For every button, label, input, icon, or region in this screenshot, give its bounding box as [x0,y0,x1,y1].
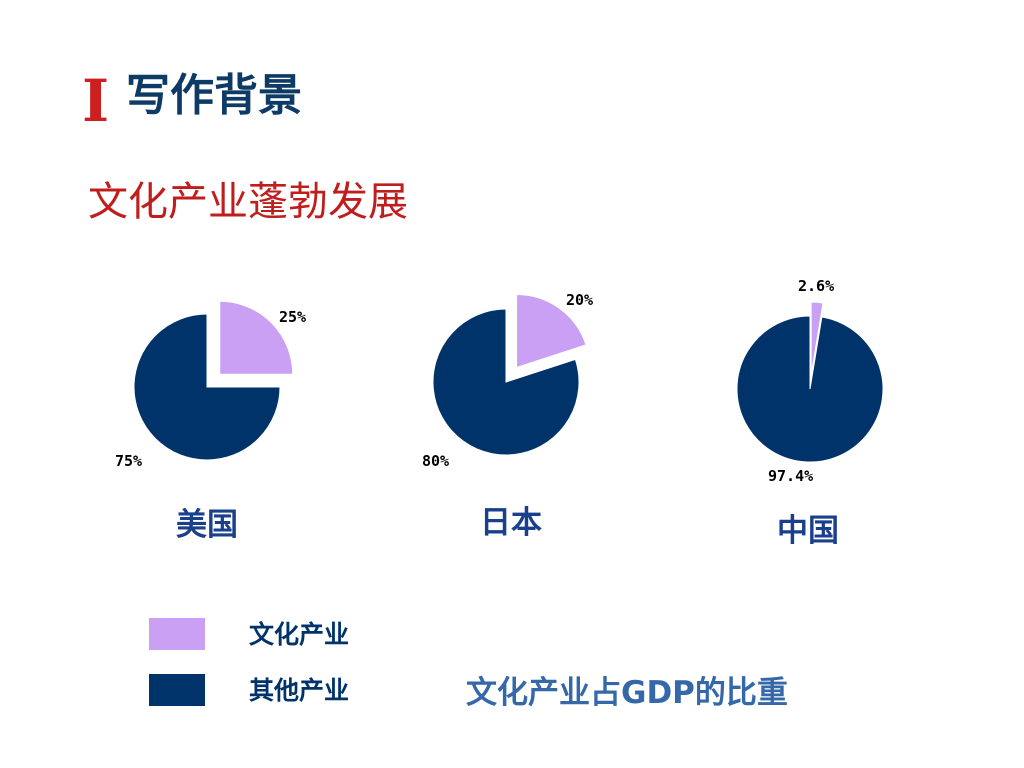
pie-label-japan-other: 80% [422,452,449,470]
legend-swatch-other [149,674,205,706]
slide-title: 写作背景 [126,70,302,121]
slide-subtitle: 文化产业蓬勃发展 [88,179,408,225]
pie-slice-japan-culture [516,293,587,369]
pie-slice-usa-culture [219,300,294,375]
pie-slice-china-culture [810,301,824,376]
legend-label-culture: 文化产业 [249,620,350,649]
pie-slice-usa-other [133,313,281,461]
pie-label-japan-culture: 20% [566,291,593,309]
roman-numeral: I [82,67,110,135]
pie-label-china-other: 97.4% [768,467,813,485]
legend-label-other: 其他产业 [249,676,350,705]
pie-label-usa-other: 75% [115,452,142,470]
pie-slice-china-other [736,315,884,463]
pie-label-usa-culture: 25% [279,308,306,326]
pie-label-china-culture: 2.6% [798,277,834,295]
chart-caption: 文化产业占GDP的比重 [466,675,788,711]
country-label-china: 中国 [777,513,839,549]
legend-swatch-culture [149,618,205,650]
country-label-usa: 美国 [176,507,238,543]
country-label-japan: 日本 [480,505,542,541]
pie-slice-japan-other [432,308,580,456]
